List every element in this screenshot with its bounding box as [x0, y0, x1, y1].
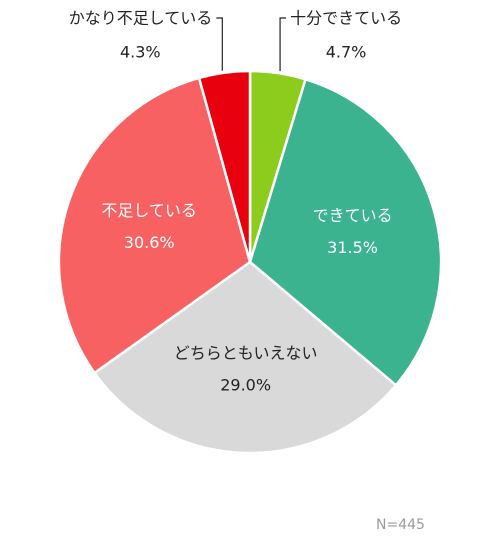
slice-4	[57, 76, 252, 375]
sample-size-note: N=445	[376, 517, 425, 533]
slice-labels: 十分できている 4.7% できている 31.5% どちらともいえない 29.0% 不足してい…	[69, 9, 402, 395]
slice-value-2: 31.5%	[327, 238, 378, 257]
slice-2	[248, 78, 443, 387]
slice-label-4: 不足している	[101, 201, 197, 220]
leader-line-1	[279, 17, 287, 72]
slice-value-4: 30.6%	[124, 233, 175, 252]
leader-line-5	[216, 17, 223, 71]
slice-label-1: 十分できている	[290, 9, 402, 28]
slice-5	[197, 69, 252, 264]
slice-3	[93, 260, 398, 455]
slice-label-3: どちらともいえない	[174, 343, 318, 362]
leader-lines	[216, 17, 287, 72]
slice-label-2: できている	[313, 206, 393, 225]
slice-value-3: 29.0%	[220, 375, 271, 394]
slice-value-1: 4.7%	[326, 43, 367, 62]
slice-label-5: かなり不足している	[69, 9, 213, 28]
pie-slices	[57, 69, 443, 455]
slice-value-5: 4.3%	[120, 43, 161, 62]
